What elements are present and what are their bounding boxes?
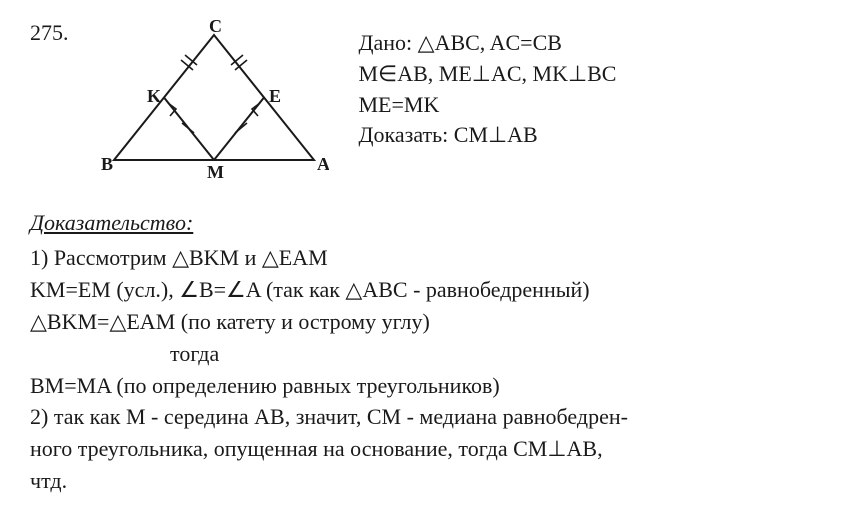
given-line-1: Дано: △ABC, AC=CB [359, 28, 813, 59]
proof-line-2: KM=EM (усл.), ∠B=∠A (так как △ABC - равн… [30, 274, 812, 306]
proof-line-3: △BKM=△EAM (по катету и острому углу) [30, 306, 812, 338]
given-line-2: M∈AB, ME⊥AC, MK⊥BC [359, 59, 813, 90]
triangle-figure: C K E B M A [99, 20, 329, 186]
proof-line-7: ного треугольника, опущенная на основани… [30, 433, 812, 465]
vertex-e-label: E [269, 86, 281, 106]
problem-number: 275. [30, 20, 69, 46]
proof-line-5: BM=MA (по определению равных треугольник… [30, 370, 812, 402]
proof-line-4: тогда [30, 338, 812, 370]
proof-line-6: 2) так как M - середина AB, значит, CM -… [30, 401, 812, 433]
proof-body: 1) Рассмотрим △BKM и △EAM KM=EM (усл.), … [30, 242, 812, 497]
vertex-b-label: B [101, 154, 113, 174]
header-row: 275. [30, 20, 812, 186]
given-line-3: ME=MK [359, 90, 813, 121]
vertex-m-label: M [207, 162, 224, 180]
proof-title: Доказательство: [30, 210, 812, 236]
vertex-a-label: A [317, 154, 329, 174]
vertex-k-label: K [147, 86, 161, 106]
proof-line-1: 1) Рассмотрим △BKM и △EAM [30, 242, 812, 274]
given-line-4: Доказать: CM⊥AB [359, 120, 813, 151]
given-block: Дано: △ABC, AC=CB M∈AB, ME⊥AC, MK⊥BC ME=… [359, 20, 813, 151]
vertex-c-label: C [209, 20, 222, 36]
proof-line-8: чтд. [30, 465, 812, 497]
figure-svg: C K E B M A [99, 20, 329, 180]
